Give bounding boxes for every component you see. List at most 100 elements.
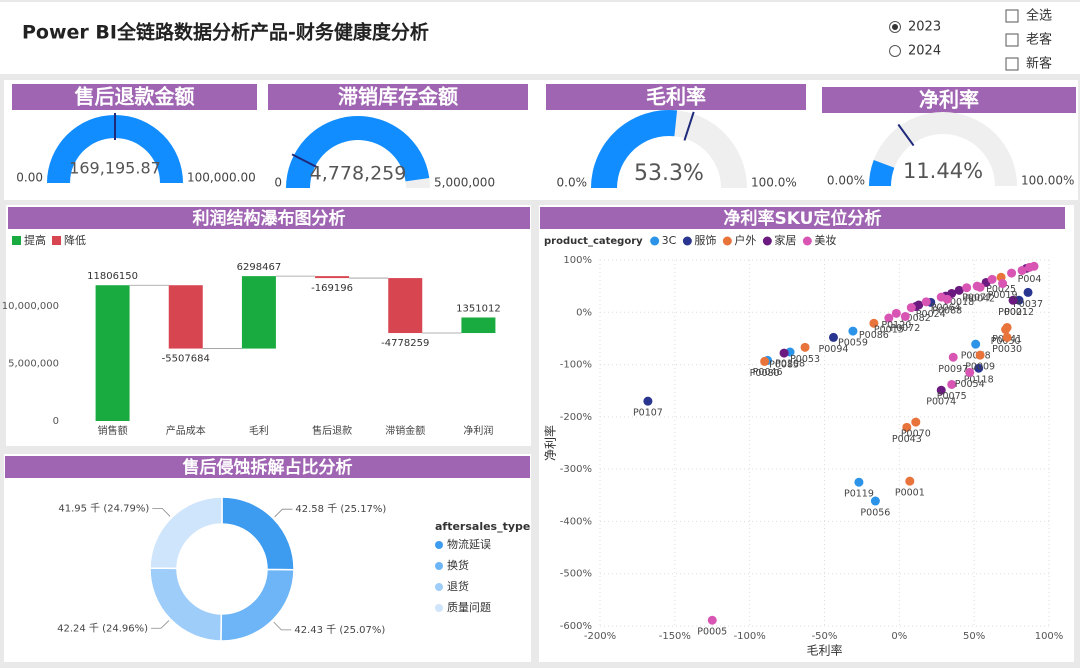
waterfall-bar — [315, 276, 350, 279]
point-label: P0001 — [895, 488, 925, 499]
gauge-value: 4,778,259 — [310, 163, 407, 185]
y-tick-label: 10,000,000 — [2, 301, 59, 312]
point-label: P0042 — [965, 294, 995, 305]
point-label: P0056 — [860, 508, 890, 519]
checkbox-label[interactable]: 全选 — [1026, 8, 1052, 24]
scatter-point — [1002, 322, 1012, 332]
point-label: P0072 — [890, 323, 920, 334]
gauge-min: 0 — [274, 176, 282, 190]
gauge-fill — [869, 159, 895, 186]
gauge-min: 0.00% — [827, 174, 865, 188]
scatter-point — [869, 318, 879, 328]
data-label: -169196 — [311, 283, 353, 294]
scatter-point — [965, 367, 975, 377]
scatter-point — [800, 342, 810, 352]
legend-marker — [435, 541, 443, 549]
radio-label[interactable]: 2023 — [908, 20, 941, 35]
point-label: P0019 — [988, 290, 1018, 301]
point-label: P004 — [1018, 274, 1042, 285]
chart-title: 毛利率 — [646, 85, 706, 109]
gauge-max: 100.00% — [1021, 174, 1074, 188]
y-axis-label: 净利率 — [543, 425, 558, 461]
point-label: P0064 — [931, 303, 961, 314]
point-label: P0082 — [901, 313, 931, 324]
header — [0, 2, 1080, 74]
scatter-point — [998, 279, 1008, 289]
legend-marker — [802, 236, 812, 246]
scatter-point — [936, 385, 946, 395]
scatter-point — [914, 300, 924, 310]
data-label: 6298467 — [237, 262, 282, 273]
legend-label: 提高 — [24, 233, 46, 247]
scatter-point — [911, 417, 921, 427]
checkbox[interactable] — [1005, 9, 1019, 23]
checkbox[interactable] — [1005, 33, 1019, 47]
point-label: P0074 — [926, 397, 956, 408]
scatter-point — [828, 332, 838, 342]
checkbox-label[interactable]: 老客 — [1026, 32, 1052, 48]
checkbox[interactable] — [1005, 57, 1019, 71]
scatter-point — [948, 352, 958, 362]
checkbox-label[interactable]: 新客 — [1026, 56, 1052, 72]
scatter-point — [1007, 268, 1017, 278]
chart-title: 售后侵蚀拆解占比分析 — [183, 457, 353, 478]
x-tick-label: 销售额 — [98, 424, 128, 437]
x-tick-label: 毛利 — [249, 425, 269, 437]
x-axis-label: 毛利率 — [806, 643, 842, 658]
leader-line — [152, 508, 171, 517]
gauge-target — [683, 111, 695, 141]
gauge-track — [869, 112, 1017, 186]
legend-label: 降低 — [64, 233, 86, 247]
scatter-point — [971, 339, 981, 349]
waterfall-bar — [95, 285, 130, 421]
scatter-point — [848, 326, 858, 336]
data-label: 42.24 千 (24.96%) — [57, 622, 148, 634]
scatter-panel — [539, 205, 1074, 662]
chart-title: 滞销库存金额 — [338, 85, 458, 109]
point-label: P0012 — [1004, 307, 1034, 318]
gauge-min: 0.0% — [557, 176, 588, 190]
legend-marker — [435, 562, 443, 570]
x-tick-label: 净利润 — [463, 424, 493, 437]
gauge-fill — [286, 115, 430, 188]
gauge-target — [291, 153, 318, 169]
scatter-point — [900, 311, 910, 321]
scatter-point — [975, 282, 985, 292]
title-bar — [8, 207, 530, 229]
x-tick-label: -200% — [584, 631, 616, 642]
scatter-point — [1008, 295, 1018, 305]
legend-label: 家居 — [774, 233, 796, 247]
legend-title: product_category — [544, 236, 643, 247]
point-label: P0080 — [750, 368, 780, 379]
y-tick-label: -200% — [560, 412, 592, 423]
radio-dot — [892, 24, 898, 30]
gauge-min: 0.00 — [16, 171, 43, 185]
point-label: P0030 — [992, 344, 1022, 355]
title-bar — [5, 456, 530, 478]
point-label: P0018 — [944, 297, 974, 308]
data-label: -4778259 — [381, 338, 429, 349]
y-tick-label: -300% — [560, 464, 592, 475]
radio-button[interactable] — [889, 45, 901, 57]
legend-marker — [722, 236, 732, 246]
scatter-point — [854, 477, 864, 487]
scatter-point — [906, 303, 916, 313]
chart-title: 售后退款金额 — [75, 85, 195, 109]
y-tick-label: -400% — [560, 516, 592, 527]
data-label: -5507684 — [162, 354, 210, 365]
point-label: P0075 — [937, 391, 967, 402]
x-tick-label: -150% — [659, 631, 691, 642]
data-label: 41.95 千 (24.79%) — [58, 503, 149, 515]
point-label: P0059 — [838, 338, 868, 349]
scatter-point — [947, 379, 957, 389]
scatter-point — [905, 476, 915, 486]
legend-label: 美妆 — [814, 234, 836, 247]
radio-label[interactable]: 2024 — [908, 44, 941, 59]
point-label: P0025 — [986, 284, 1016, 295]
y-tick-label: 0 — [53, 416, 59, 427]
title-bar — [546, 84, 806, 110]
scatter-point — [987, 274, 997, 284]
donut-segment — [149, 496, 223, 570]
scatter-point — [1002, 332, 1012, 342]
